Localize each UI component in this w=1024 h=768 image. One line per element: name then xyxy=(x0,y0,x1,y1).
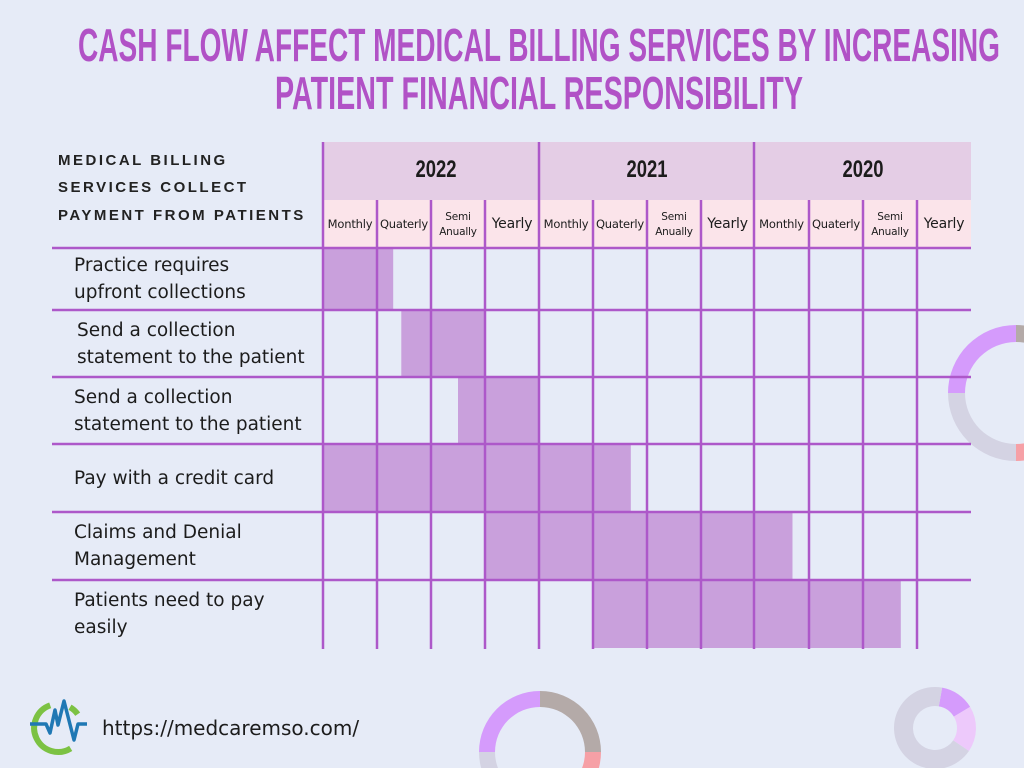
task-label-text: Send a collection statement to the patie… xyxy=(77,319,305,368)
period-label-2020-semi-annually: Semi Anually xyxy=(871,211,909,238)
right-donut-segment-3 xyxy=(1016,443,1024,461)
task-label-text: Pay with a credit card xyxy=(74,467,275,489)
bottom-right-donut-segment-1 xyxy=(938,687,971,717)
period-label-2021-semi-annually: Semi Anually xyxy=(655,211,693,238)
logo-green-arc xyxy=(31,702,73,755)
bottom-center-donut-segment-4 xyxy=(479,752,498,768)
medcare-logo-icon xyxy=(30,699,87,755)
task-label-text: Claims and Denial Management xyxy=(74,522,242,570)
bottom-center-donut xyxy=(479,691,601,768)
period-label-2020-yearly: Yearly xyxy=(923,216,965,232)
period-label-2021-monthly: Monthly xyxy=(543,217,589,231)
task-row-label: Pay with a credit card xyxy=(74,444,319,512)
task-label-text: Patients need to pay easily xyxy=(74,590,265,638)
gantt-bar-6 xyxy=(593,581,901,648)
task-row-label: Practice requires upfront collections xyxy=(74,248,274,310)
bars-layer xyxy=(323,249,901,648)
bottom-center-donut-segment-3 xyxy=(582,752,601,768)
bottom-right-donut xyxy=(894,687,977,768)
period-header-row: Monthly Quaterly Semi Anually Yearly Mon… xyxy=(323,200,971,248)
task-label-text: Practice requires upfront collections xyxy=(74,255,246,303)
period-label-2022-quarterly: Quaterly xyxy=(379,217,429,231)
period-label-2022-monthly: Monthly xyxy=(327,217,373,231)
bottom-right-donut-segment-2 xyxy=(953,706,977,751)
gantt-bar-2 xyxy=(401,311,485,376)
task-row-label: Send a collection statement to the patie… xyxy=(74,377,314,444)
row-header-line-3: PAYMENT FROM PATIENTS xyxy=(58,207,306,224)
period-label-2021-yearly: Yearly xyxy=(707,216,748,232)
bottom-right-donut-segment-3 xyxy=(894,687,969,768)
year-header-band xyxy=(323,142,971,200)
logo-heartbeat-line xyxy=(30,699,87,742)
task-row-label: Send a collection statement to the patie… xyxy=(77,310,317,377)
period-label-2021-quarterly: Quaterly xyxy=(595,217,645,231)
logo-green-arc-small xyxy=(68,704,81,717)
task-label-text: Send a collection statement to the patie… xyxy=(74,386,302,435)
period-label-2020-monthly: Monthly xyxy=(759,217,804,231)
task-row-label: Claims and Denial Management xyxy=(74,512,289,580)
year-label-2021: 2021 xyxy=(627,156,668,183)
year-label-2020: 2020 xyxy=(843,156,884,183)
gantt-bar-3 xyxy=(458,378,539,443)
year-label-2022: 2022 xyxy=(416,156,457,183)
bottom-center-donut-segment-1 xyxy=(479,691,540,752)
period-label-2022-semi-annually: Semi Anually xyxy=(439,211,477,238)
right-donut-segment-1 xyxy=(948,325,1016,393)
row-header-line-2: SERVICES COLLECT xyxy=(58,179,249,196)
grid-layer xyxy=(52,142,971,649)
gantt-bar-5 xyxy=(485,513,793,579)
bottom-center-donut-segment-2 xyxy=(540,691,601,752)
title-line-2: PATIENT FINANCIAL RESPONSIBILITY xyxy=(275,67,803,119)
period-label-2020-quarterly: Quaterly xyxy=(811,217,861,231)
right-donut-segment-2 xyxy=(1016,325,1024,343)
gantt-bar-1 xyxy=(323,249,394,309)
gantt-bar-4 xyxy=(323,445,631,511)
right-donut-segment-4 xyxy=(948,393,1016,461)
period-label-2022-yearly: Yearly xyxy=(491,216,533,232)
decor-layer xyxy=(479,325,1024,768)
website-url[interactable]: https://medcaremso.com/ xyxy=(102,716,360,740)
title-line-1: CASH FLOW AFFECT MEDICAL BILLING SERVICE… xyxy=(78,19,1000,71)
task-row-label: Patients need to pay easily xyxy=(74,580,294,648)
right-donut xyxy=(948,325,1024,461)
row-header-line-1: MEDICAL BILLING xyxy=(58,152,228,169)
